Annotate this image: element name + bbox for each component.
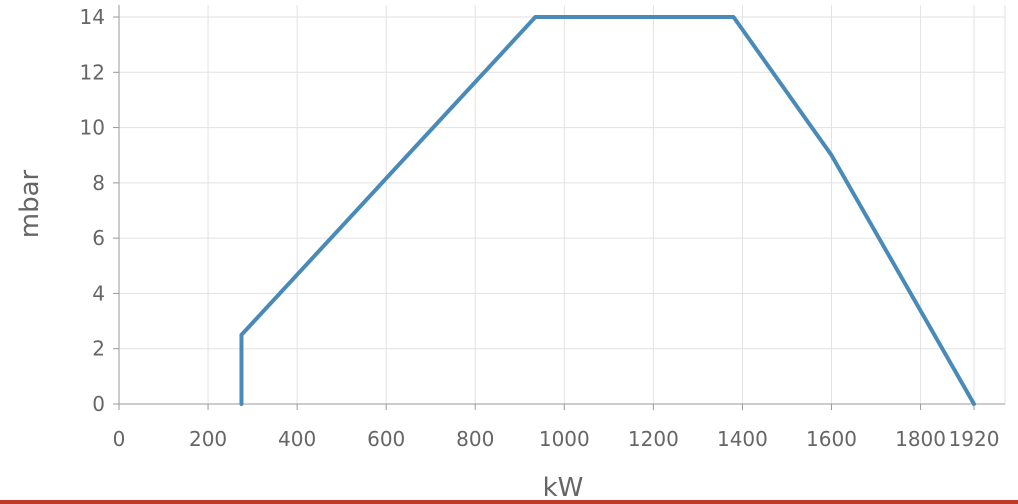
x-axis-ticks: 0 200 400 600 800 1000 1200 1400 1600 1800 1920 xyxy=(113,404,1000,451)
x-tick-label: 600 xyxy=(367,427,405,451)
x-tick-label: 200 xyxy=(189,427,227,451)
bottom-divider xyxy=(0,500,1018,504)
y-tick-label: 0 xyxy=(92,392,105,416)
y-tick-label: 14 xyxy=(80,5,105,29)
y-axis-ticks: 0 2 4 6 8 10 12 14 xyxy=(80,5,119,416)
x-tick-label: 1000 xyxy=(539,427,590,451)
series-group xyxy=(239,15,976,406)
grid-lines xyxy=(119,5,1006,404)
y-tick-label: 10 xyxy=(80,116,105,140)
x-tick-label: 1400 xyxy=(717,427,768,451)
y-tick-label: 2 xyxy=(92,337,105,361)
x-tick-label: 0 xyxy=(113,427,126,451)
y-tick-label: 6 xyxy=(92,226,105,250)
y-tick-label: 8 xyxy=(92,171,105,195)
x-tick-label: 800 xyxy=(456,427,494,451)
x-tick-label: 1600 xyxy=(806,427,857,451)
x-tick-label: 400 xyxy=(278,427,316,451)
x-axis-label: kW xyxy=(543,473,584,500)
axes xyxy=(118,5,1005,405)
x-tick-label: 1800 xyxy=(895,427,946,451)
series-line xyxy=(239,15,976,406)
y-tick-label: 12 xyxy=(80,60,105,84)
x-tick-label: 1200 xyxy=(628,427,679,451)
y-axis-label: mbar xyxy=(15,169,45,238)
y-tick-label: 4 xyxy=(92,281,105,305)
x-tick-label: 1920 xyxy=(949,427,1000,451)
